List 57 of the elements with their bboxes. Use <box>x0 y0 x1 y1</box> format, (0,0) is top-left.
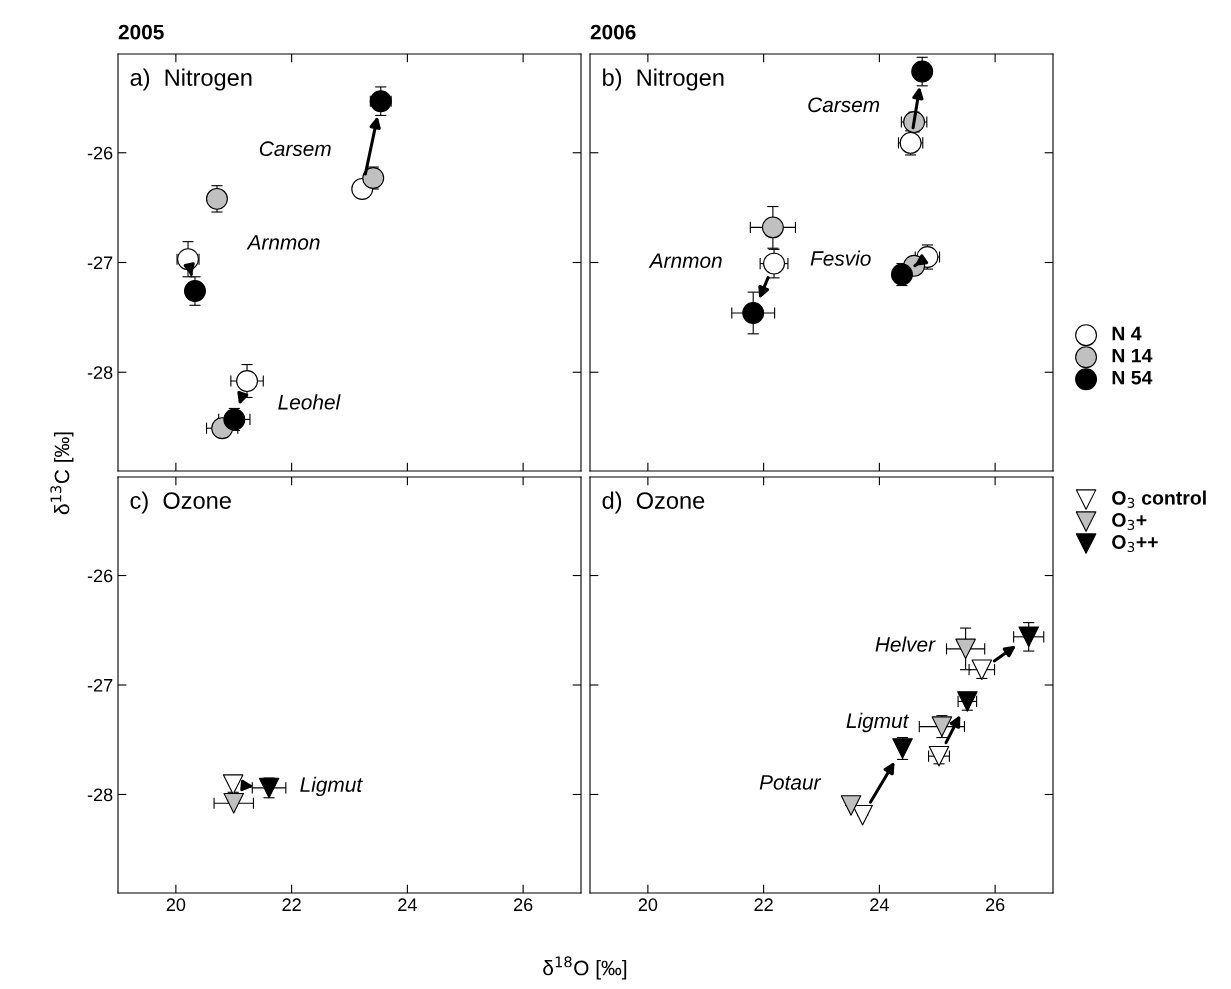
text: a) Nitrogen <box>130 68 252 91</box>
legend-label: N 54 <box>1112 370 1153 385</box>
y-tick-label: -26 <box>87 146 113 160</box>
text: b) Nitrogen <box>603 68 724 91</box>
chart-subtitle: 2006 <box>590 24 636 40</box>
annotation: Leohel <box>278 394 341 410</box>
annotation: Fesvio <box>810 250 871 266</box>
y-tick-label: -28 <box>87 366 113 379</box>
x-axis-title: δ$^{18}$O [‰] <box>543 956 627 980</box>
annotation: Carsem <box>259 141 331 157</box>
point <box>236 370 259 392</box>
annotation: Arnmon <box>246 235 320 250</box>
annotation: Ligmut <box>846 712 910 733</box>
point <box>928 745 950 767</box>
y-tick-label: -27 <box>87 256 113 270</box>
point <box>763 252 786 275</box>
legend-label: O$_{3}$++ <box>1112 535 1158 553</box>
x-tick-label: 22 <box>754 898 773 911</box>
x-tick-label: 22 <box>282 898 301 911</box>
point <box>223 792 245 814</box>
point <box>899 131 922 154</box>
point <box>931 716 953 737</box>
chart-subtitle: 2005 <box>118 24 164 40</box>
point <box>955 638 976 660</box>
legend-label: N 4 <box>1112 326 1142 341</box>
legend-label: O$_{3}$ control <box>1112 490 1206 508</box>
point <box>890 263 913 286</box>
text: d) Ozone <box>602 491 705 514</box>
y-tick-label: -26 <box>87 569 113 583</box>
legend-label: O$_{3}$+ <box>1112 513 1147 531</box>
x-tick-label: 26 <box>985 898 1005 912</box>
x-tick-label: 20 <box>166 898 186 912</box>
point <box>222 774 244 795</box>
point <box>742 302 765 324</box>
point <box>840 795 862 816</box>
x-tick-label: 24 <box>870 898 889 911</box>
point <box>362 167 385 189</box>
x-tick-label: 20 <box>638 898 658 912</box>
annotation: Ligmut <box>300 776 363 797</box>
annotation: Potaur <box>759 775 822 790</box>
annotation: Carsem <box>808 97 880 113</box>
annotation: Helver <box>875 636 936 652</box>
x-tick-label: 24 <box>398 898 417 911</box>
annotation: Arnmon <box>648 253 722 269</box>
y-tick-label: -28 <box>87 788 113 802</box>
point <box>369 90 392 113</box>
point <box>911 60 934 83</box>
y-axis-title: δ$^{13}$C [‰] <box>50 432 74 515</box>
x-tick-label: 26 <box>513 898 533 912</box>
point <box>223 408 246 431</box>
point <box>761 216 784 239</box>
legend-label: N 14 <box>1112 348 1153 363</box>
point <box>205 187 228 210</box>
point <box>852 804 873 826</box>
y-tick-label: -27 <box>87 678 113 692</box>
text: c) Ozone <box>130 491 231 514</box>
point <box>184 280 206 303</box>
